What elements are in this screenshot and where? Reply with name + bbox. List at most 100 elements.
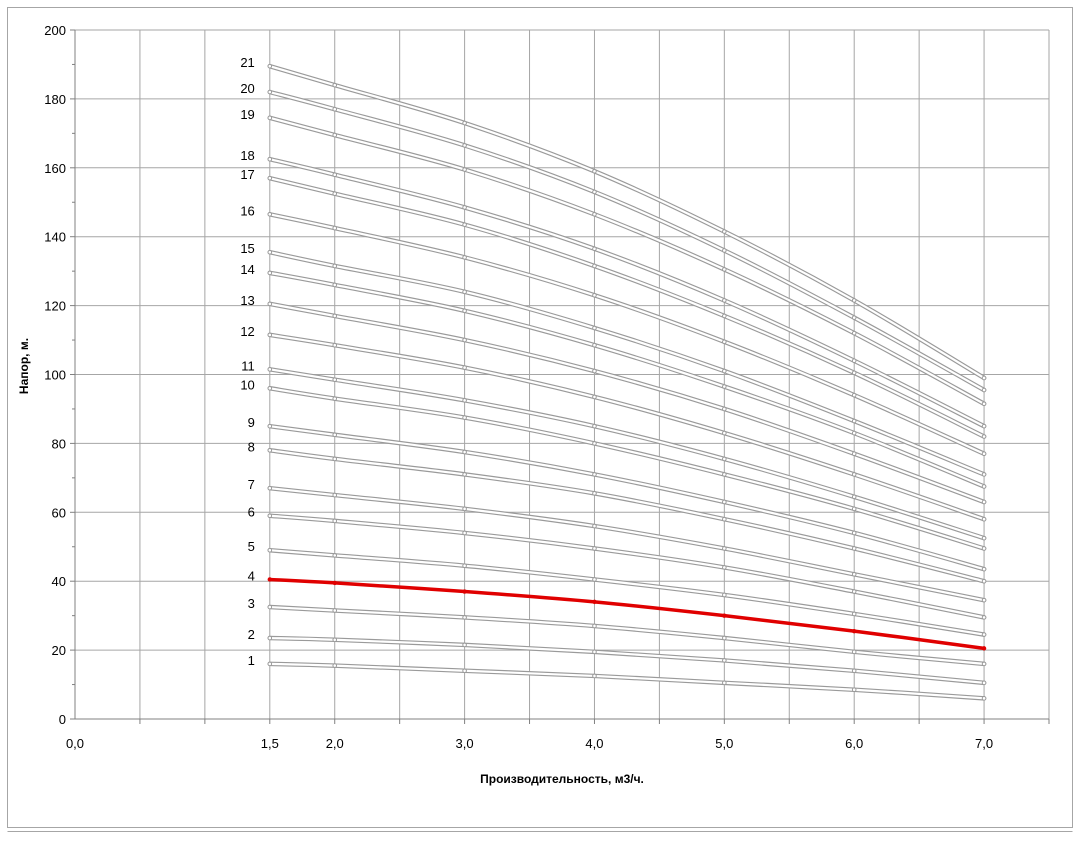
data-point	[332, 637, 338, 643]
data-point	[981, 546, 987, 551]
data-point	[592, 649, 597, 655]
data-point	[592, 246, 597, 252]
data-point	[267, 63, 273, 69]
data-point	[332, 663, 338, 668]
data-point	[267, 156, 273, 162]
data-point	[981, 387, 987, 393]
data-point	[332, 263, 338, 269]
y-tick-label: 140	[44, 230, 66, 245]
curve-label: 13	[240, 293, 254, 308]
data-point	[332, 106, 338, 112]
curve-label: 8	[248, 439, 255, 454]
data-point	[462, 308, 467, 314]
data-point	[592, 168, 597, 174]
curve-label: 21	[240, 55, 254, 70]
data-point	[981, 499, 987, 505]
series-15	[267, 249, 987, 477]
x-tick-label: 2,0	[326, 736, 344, 751]
data-point	[462, 642, 467, 648]
data-point	[592, 423, 597, 429]
data-point	[851, 494, 857, 500]
data-point	[332, 191, 338, 196]
x-axis-title: Производительность, м3/ч.	[480, 772, 644, 786]
data-point	[981, 597, 987, 603]
data-point	[981, 661, 987, 667]
data-point	[332, 313, 338, 319]
curve-label: 2	[248, 627, 255, 642]
data-point	[851, 649, 857, 655]
series-7	[267, 485, 987, 603]
data-point	[592, 212, 597, 217]
chart-area-border	[7, 7, 1073, 828]
series-20	[267, 89, 987, 393]
curve-label: 18	[240, 148, 254, 163]
y-tick-label: 100	[44, 368, 66, 383]
data-point	[722, 313, 727, 319]
data-point	[332, 492, 338, 498]
data-point	[592, 325, 597, 331]
series-layer	[267, 63, 987, 701]
data-point	[722, 368, 727, 374]
curve-label: 5	[248, 539, 255, 554]
data-point	[332, 608, 338, 613]
data-point	[851, 530, 857, 536]
data-point	[267, 423, 273, 429]
series-12	[267, 332, 987, 522]
data-point	[722, 229, 727, 234]
data-point	[981, 566, 987, 572]
data-point	[462, 506, 467, 512]
data-point	[851, 418, 857, 424]
data-point	[981, 646, 987, 651]
data-point	[462, 472, 467, 477]
grid-layer	[75, 29, 1050, 719]
data-point	[981, 696, 987, 701]
data-point	[462, 615, 467, 620]
y-tick-label: 200	[44, 23, 66, 38]
curve-label: 6	[248, 505, 255, 520]
series-line-inner	[268, 177, 986, 438]
data-point	[592, 342, 597, 348]
data-point	[267, 270, 273, 276]
data-point	[332, 172, 338, 177]
data-point	[462, 167, 467, 172]
data-point	[267, 385, 273, 391]
curve-label: 1	[248, 653, 255, 668]
data-point	[332, 377, 338, 382]
data-point	[722, 592, 727, 598]
data-point	[722, 456, 727, 462]
data-point	[332, 132, 338, 138]
data-point	[851, 298, 857, 303]
series-17	[267, 175, 987, 439]
data-point	[981, 516, 987, 522]
series-6	[267, 513, 987, 620]
data-point	[592, 189, 597, 195]
data-point	[267, 635, 273, 641]
series-21	[267, 63, 987, 381]
data-point	[267, 115, 273, 121]
data-point	[722, 565, 727, 570]
data-point	[851, 572, 857, 577]
series-8	[267, 447, 987, 584]
data-point	[462, 415, 467, 420]
data-point	[981, 680, 987, 686]
curve-label: 10	[240, 377, 254, 392]
x-tick-label: 6,0	[845, 736, 863, 751]
data-point	[592, 292, 597, 298]
x-tick-label: 5,0	[715, 736, 733, 751]
data-point	[267, 513, 273, 519]
series-19	[267, 115, 987, 407]
data-point	[851, 611, 857, 617]
curve-label: 14	[240, 262, 254, 277]
data-point	[851, 370, 857, 376]
data-point	[462, 365, 467, 370]
data-point	[722, 635, 727, 641]
curve-label: 15	[240, 241, 254, 256]
y-tick-label: 20	[52, 643, 66, 658]
data-point	[592, 546, 597, 551]
data-point	[722, 680, 727, 686]
curve-label: 9	[248, 415, 255, 430]
data-point	[332, 282, 338, 288]
